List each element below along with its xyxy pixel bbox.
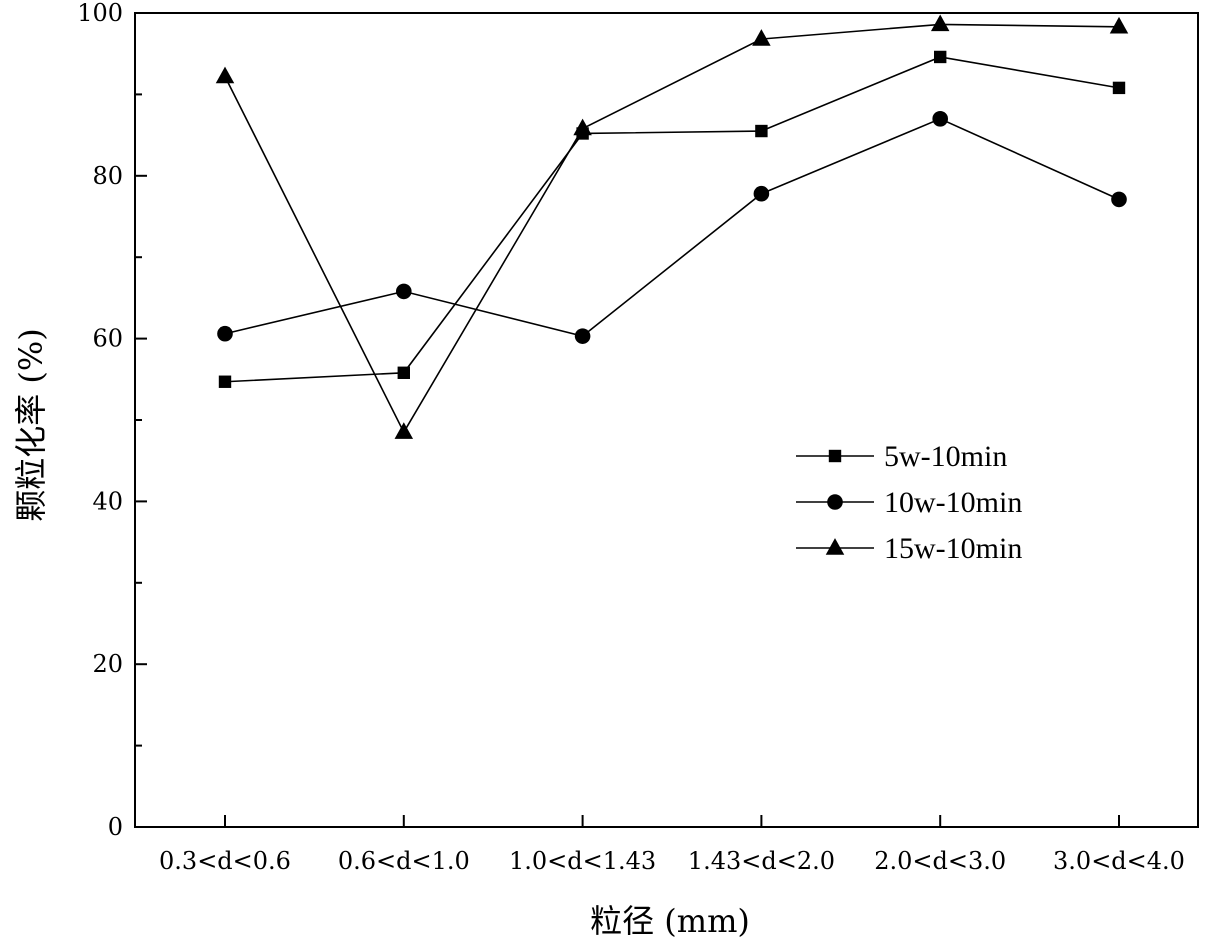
circle-marker bbox=[827, 494, 843, 510]
triangle-marker bbox=[1109, 16, 1129, 34]
series-15w-10min bbox=[215, 14, 1129, 439]
x-tick-label: 0.6<d<1.0 bbox=[338, 847, 470, 875]
square-marker bbox=[934, 50, 947, 64]
series-10w-10min bbox=[217, 111, 1127, 344]
x-tick-label: 1.0<d<1.43 bbox=[509, 847, 656, 875]
legend-label: 5w-10min bbox=[884, 440, 1007, 473]
y-tick-label: 100 bbox=[77, 0, 123, 27]
plot-area bbox=[134, 12, 1199, 828]
x-tick-label: 3.0<d<4.0 bbox=[1053, 847, 1185, 875]
triangle-marker bbox=[825, 538, 845, 555]
series-line bbox=[224, 23, 1120, 434]
circle-marker bbox=[753, 185, 770, 202]
series-line bbox=[224, 117, 1120, 338]
triangle-marker bbox=[752, 29, 771, 46]
y-tick-label: 40 bbox=[92, 487, 123, 515]
y-tick-label: 0 bbox=[108, 813, 123, 841]
tick-marks: 0 20 40 60 80 100 0.3<d<0.6 0.6<d<1.0 1.0<d<1.43… bbox=[77, 0, 1185, 875]
x-tick-label: 0.3<d<0.6 bbox=[159, 847, 291, 875]
circle-marker bbox=[932, 111, 948, 127]
triangle-marker bbox=[215, 66, 235, 84]
y-axis-title: 颗粒化率 (%) bbox=[12, 328, 50, 522]
legend: 5w-10min 10w-10min 15w-10min bbox=[796, 440, 1022, 565]
square-marker bbox=[755, 124, 768, 138]
plot-frame bbox=[134, 12, 1199, 828]
triangle-marker bbox=[394, 422, 414, 439]
series-layer bbox=[215, 14, 1129, 439]
series-line bbox=[224, 56, 1120, 383]
circle-marker bbox=[1111, 191, 1127, 208]
triangle-marker bbox=[930, 14, 950, 32]
square-marker bbox=[218, 375, 232, 388]
x-tick-label: 2.0<d<3.0 bbox=[874, 847, 1006, 875]
x-axis-title: 粒径 (mm) bbox=[590, 902, 750, 940]
circle-marker bbox=[396, 283, 412, 300]
legend-item: 10w-10min bbox=[796, 486, 1022, 519]
x-tick-label: 1.43<d<2.0 bbox=[688, 847, 835, 875]
circle-marker bbox=[217, 325, 233, 342]
y-tick-label: 60 bbox=[92, 325, 123, 353]
legend-label: 10w-10min bbox=[884, 486, 1022, 519]
series-5w-10min bbox=[218, 50, 1126, 388]
y-tick-label: 80 bbox=[92, 162, 123, 190]
square-marker bbox=[828, 449, 842, 463]
legend-item: 15w-10min bbox=[796, 532, 1022, 565]
legend-label: 15w-10min bbox=[884, 532, 1022, 565]
circle-marker bbox=[574, 328, 591, 344]
y-tick-label: 20 bbox=[92, 650, 123, 678]
legend-item: 5w-10min bbox=[796, 440, 1007, 473]
square-marker bbox=[397, 366, 410, 379]
square-marker bbox=[1112, 81, 1126, 95]
triangle-marker bbox=[573, 118, 592, 136]
